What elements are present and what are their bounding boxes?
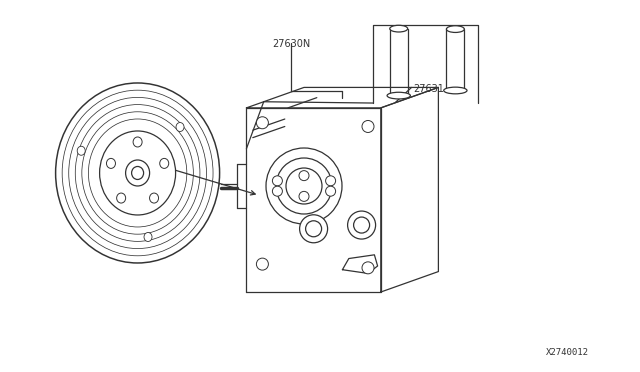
Text: 27633: 27633 xyxy=(134,160,164,169)
Ellipse shape xyxy=(133,137,142,147)
Circle shape xyxy=(326,176,335,186)
Circle shape xyxy=(276,158,332,214)
Circle shape xyxy=(353,217,370,233)
Ellipse shape xyxy=(76,105,200,241)
Ellipse shape xyxy=(387,92,410,99)
Ellipse shape xyxy=(68,97,207,248)
Circle shape xyxy=(348,211,376,239)
Circle shape xyxy=(286,168,322,204)
Circle shape xyxy=(257,258,268,270)
Ellipse shape xyxy=(447,26,465,32)
Ellipse shape xyxy=(106,158,115,169)
Ellipse shape xyxy=(56,83,220,263)
Text: 27631: 27631 xyxy=(413,84,444,94)
Circle shape xyxy=(299,191,309,201)
Ellipse shape xyxy=(88,119,187,227)
Ellipse shape xyxy=(132,167,143,179)
Circle shape xyxy=(266,148,342,224)
Ellipse shape xyxy=(144,232,152,241)
Ellipse shape xyxy=(82,112,193,234)
Circle shape xyxy=(273,186,282,196)
Ellipse shape xyxy=(125,160,150,186)
Circle shape xyxy=(362,262,374,274)
Circle shape xyxy=(273,176,282,186)
Circle shape xyxy=(257,117,268,129)
Ellipse shape xyxy=(77,146,85,155)
Ellipse shape xyxy=(390,25,408,32)
Text: X2740012: X2740012 xyxy=(546,348,589,357)
Circle shape xyxy=(326,186,335,196)
Ellipse shape xyxy=(176,122,184,132)
Circle shape xyxy=(299,171,309,181)
Ellipse shape xyxy=(116,193,125,203)
Circle shape xyxy=(306,221,322,237)
Ellipse shape xyxy=(100,131,175,215)
Text: 27630N: 27630N xyxy=(272,39,310,49)
Circle shape xyxy=(300,215,328,243)
Circle shape xyxy=(362,121,374,132)
Ellipse shape xyxy=(444,87,467,94)
Ellipse shape xyxy=(150,193,159,203)
Ellipse shape xyxy=(62,90,213,256)
Ellipse shape xyxy=(160,158,169,169)
